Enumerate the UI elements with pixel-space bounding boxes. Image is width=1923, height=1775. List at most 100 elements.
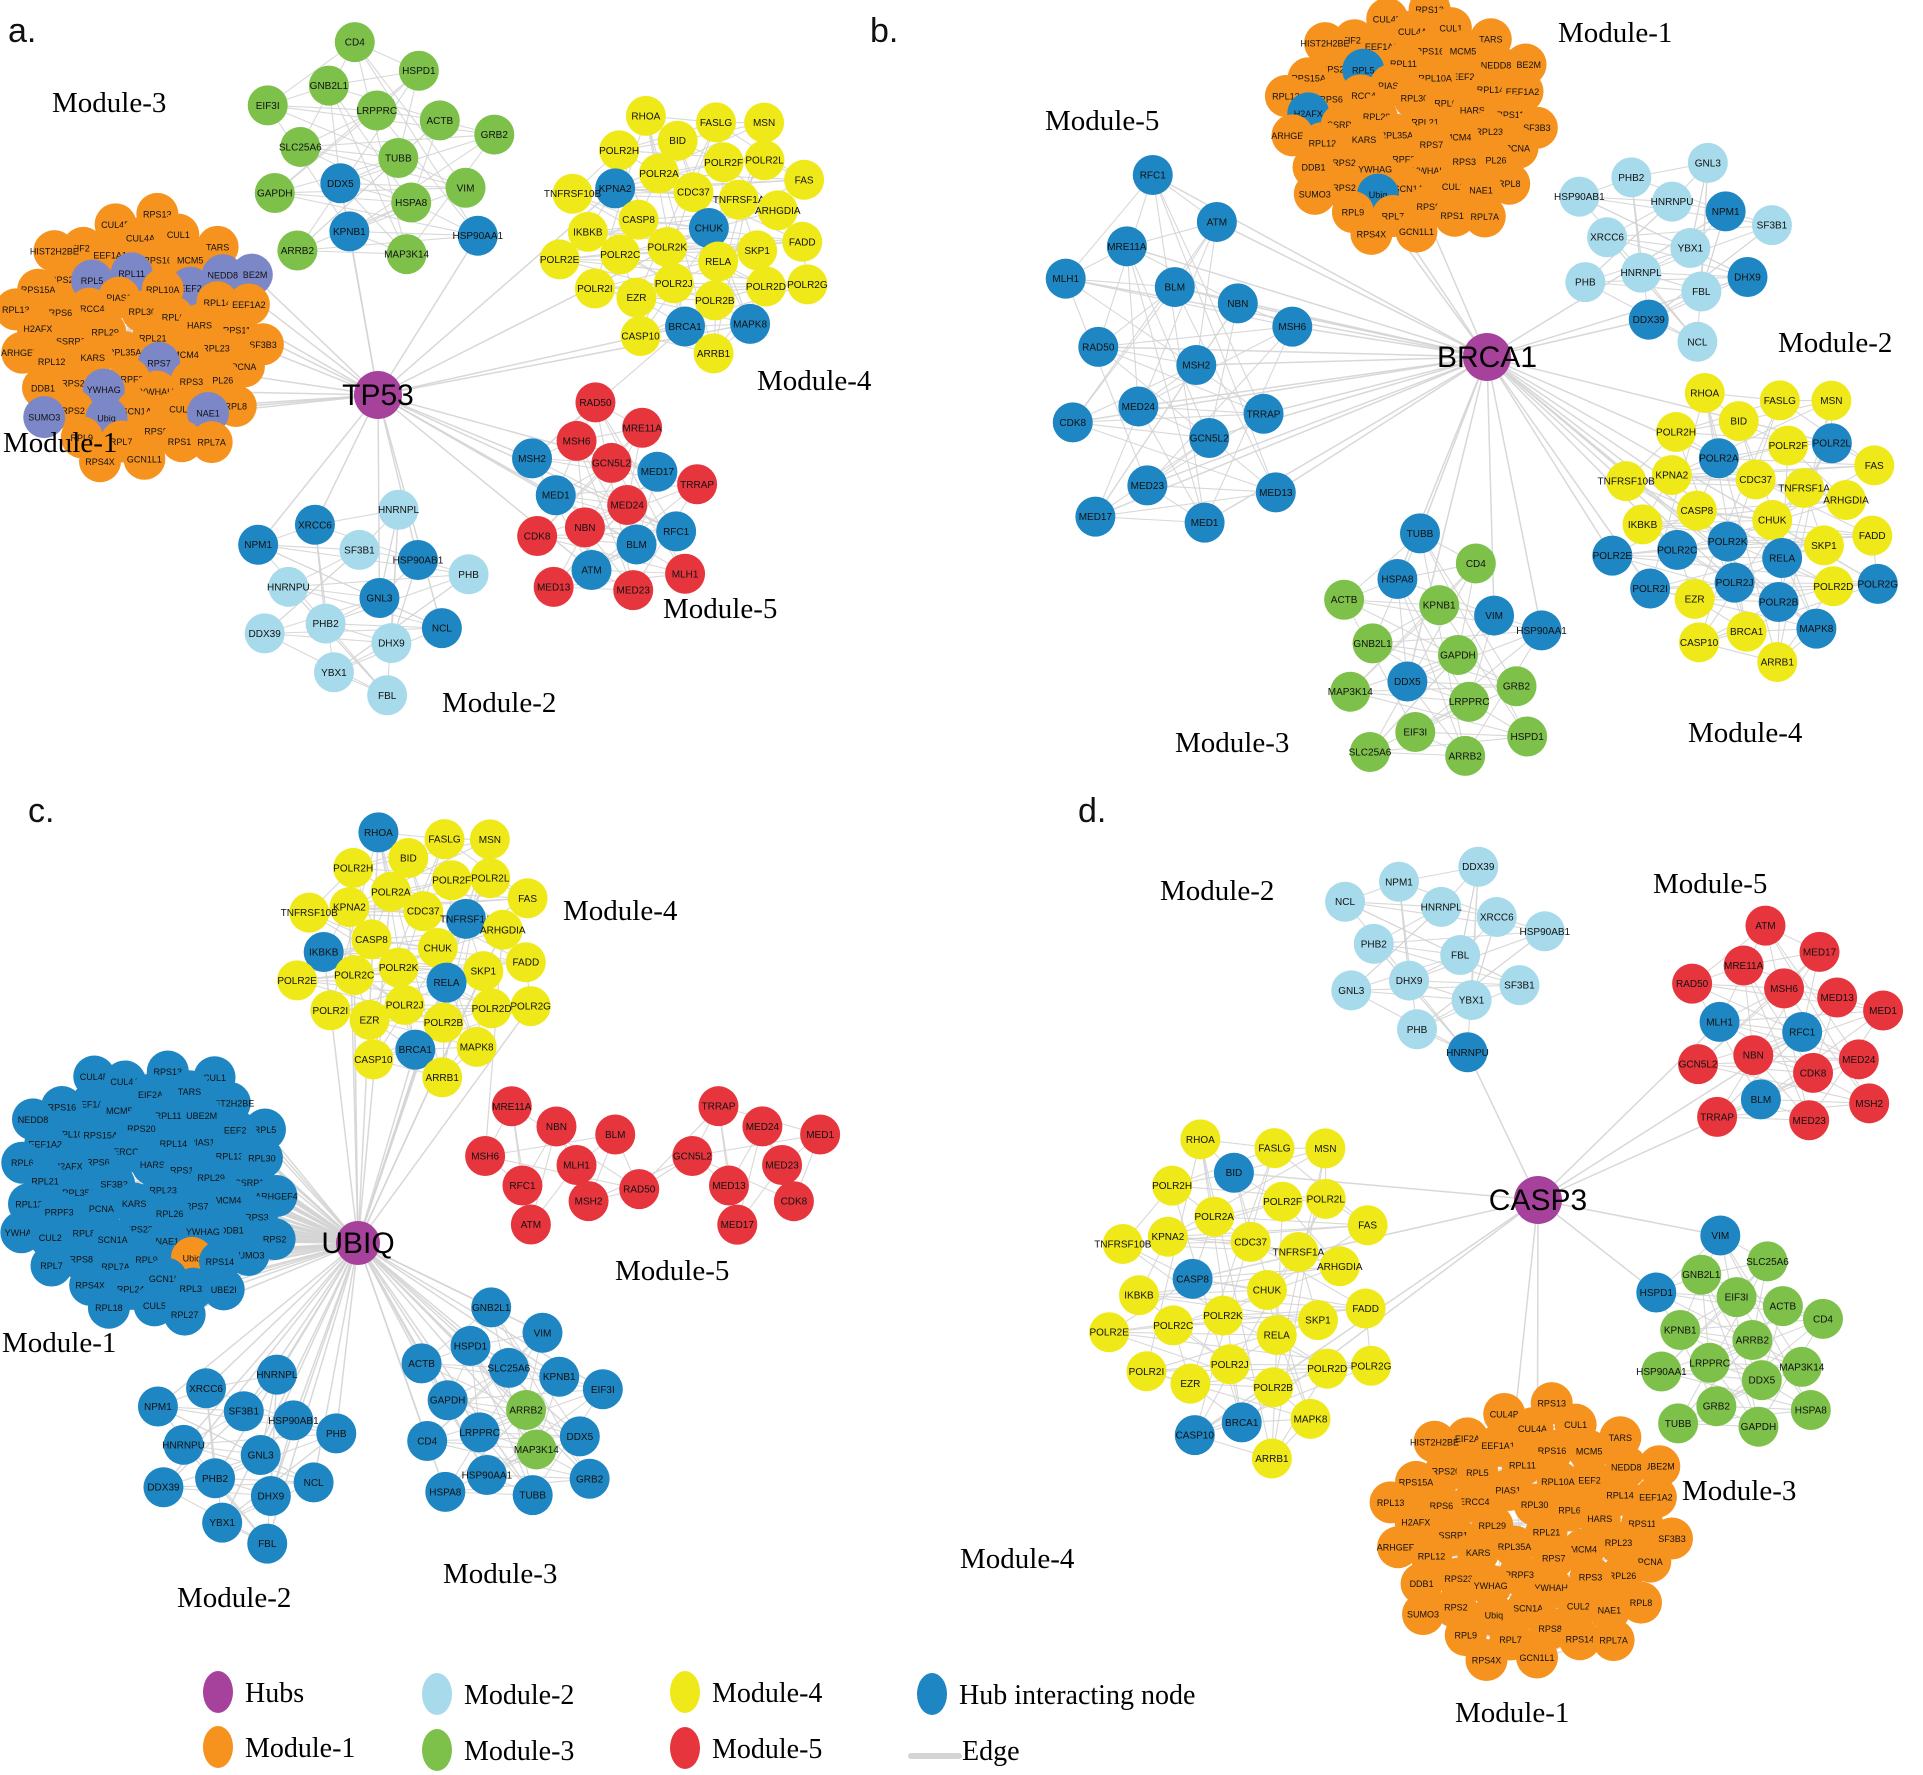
node-POLR2H[interactable] [599,130,640,171]
node-SLC25A6[interactable] [280,126,321,167]
node-GAPDH[interactable] [254,172,295,213]
node-MSH6[interactable] [1764,968,1805,1009]
node-ARRB2[interactable] [1732,1320,1773,1360]
node-POLR2D[interactable] [471,988,512,1029]
node-EIF3I[interactable] [1716,1277,1757,1318]
node-VIM[interactable] [445,167,486,208]
node-TNFRSF1A[interactable] [1784,467,1825,508]
node-KPNB1[interactable] [1660,1310,1701,1351]
node-VIM[interactable] [522,1312,563,1353]
node-ARHGEF4[interactable] [1377,1526,1420,1569]
node-MSN[interactable] [744,102,785,143]
node-EZR[interactable] [349,999,390,1040]
node-MED23[interactable] [762,1145,803,1185]
node-GRB2[interactable] [1696,1386,1737,1427]
node-MED13[interactable] [708,1165,749,1206]
node-NBN[interactable] [536,1106,577,1147]
node-TNFRSF1A[interactable] [718,179,759,220]
node-KPNB1[interactable] [1419,585,1460,626]
node-CASP8[interactable] [1172,1258,1213,1299]
node-NPM1[interactable] [1378,861,1419,902]
node-POLR2G[interactable] [1351,1345,1392,1386]
node-DHX9[interactable] [250,1476,291,1517]
node-FASLG[interactable] [424,819,465,860]
node-POLR2D[interactable] [1813,566,1854,607]
node-HSPD1[interactable] [1636,1272,1677,1313]
node-DHX9[interactable] [1727,257,1768,298]
node-CDK8[interactable] [1793,1052,1834,1093]
node-PHB2[interactable] [195,1458,236,1499]
node-RAD50[interactable] [1672,963,1713,1004]
node-PHB[interactable] [1397,1009,1438,1050]
node-ARHGDIA[interactable] [1826,480,1867,521]
node-CHUK[interactable] [417,928,458,968]
node-POLR2E[interactable] [1592,535,1633,576]
node-RHOA[interactable] [1684,372,1725,413]
node-FBL[interactable] [247,1523,288,1564]
node-POLR2G[interactable] [1857,563,1898,604]
node-POLR2B[interactable] [1253,1367,1294,1408]
node-POLR2D[interactable] [745,266,786,307]
node-CDK8[interactable] [1052,402,1093,443]
node-ACTB[interactable] [419,100,460,141]
node-MLH1[interactable] [665,553,706,594]
node-SKP1[interactable] [1803,525,1844,566]
node-KPNB1[interactable] [539,1356,580,1397]
node-GNL3[interactable] [1687,142,1728,183]
node-YBX1[interactable] [313,652,354,693]
node-TNFRSF10B[interactable] [289,892,330,933]
node-EZR[interactable] [1674,578,1715,619]
node-NBN[interactable] [564,507,605,548]
node-POLR2J[interactable] [1209,1344,1250,1385]
node-POLR2B[interactable] [694,280,735,321]
node-NBN[interactable] [1217,283,1258,324]
node-GNB2L1[interactable] [1352,623,1393,664]
node-NCL[interactable] [1325,881,1366,922]
node-HNRNPU[interactable] [1652,181,1693,222]
node-TNFRSF1A[interactable] [1278,1231,1319,1272]
node-MRE11A[interactable] [622,407,663,448]
node-SKP1[interactable] [1297,1300,1338,1341]
node-GCN5L2[interactable] [1189,418,1230,459]
hub-node-TP53[interactable] [354,371,402,419]
node-BID[interactable] [1718,401,1759,442]
node-POLR2A[interactable] [1698,438,1739,479]
node-MSH2[interactable] [512,438,553,479]
node-CASP10[interactable] [353,1039,394,1080]
node-NPM1[interactable] [137,1386,178,1427]
node-POLR2F[interactable] [703,142,744,183]
node-ACTB[interactable] [1324,579,1365,620]
node-FBL[interactable] [367,675,408,716]
node-TRRAP[interactable] [698,1086,739,1127]
node-POLR2E[interactable] [277,960,318,1001]
node-RFC1[interactable] [1782,1012,1823,1052]
node-TNFRSF10B[interactable] [1606,461,1647,502]
node-ARRB1[interactable] [422,1057,463,1098]
node-TNFRSF10B[interactable] [552,173,593,214]
node-ARHGDIA[interactable] [1319,1246,1360,1287]
node-MED17[interactable] [637,451,678,492]
node-ACTB[interactable] [1762,1286,1803,1327]
node-MSH6[interactable] [556,420,597,461]
node-TRRAP[interactable] [677,464,718,505]
node-POLR2I[interactable] [1126,1351,1167,1392]
node-XRCC6[interactable] [1476,896,1517,937]
node-RAD50[interactable] [1078,326,1119,367]
node-HSPA8[interactable] [425,1471,466,1512]
node-FADD[interactable] [1345,1288,1386,1329]
node-GCN5L2[interactable] [1678,1044,1719,1085]
node-EIF3I[interactable] [582,1369,623,1410]
node-SUMO3[interactable] [1401,1593,1444,1636]
node-BRCA1[interactable] [395,1029,436,1070]
node-CASP10[interactable] [1679,622,1720,663]
node-GNB2L1[interactable] [471,1287,512,1328]
node-RPL7A[interactable] [1463,195,1506,238]
node-HSP90AB1[interactable] [1524,911,1565,952]
node-DDX39[interactable] [1628,299,1669,340]
node-UBE2I[interactable] [202,1268,245,1311]
node-POLR2F[interactable] [431,860,472,901]
node-CDC37[interactable] [1230,1221,1271,1262]
node-BID[interactable] [388,837,429,878]
node-POLR2J[interactable] [1714,562,1755,603]
node-POLR2C[interactable] [1657,529,1698,570]
